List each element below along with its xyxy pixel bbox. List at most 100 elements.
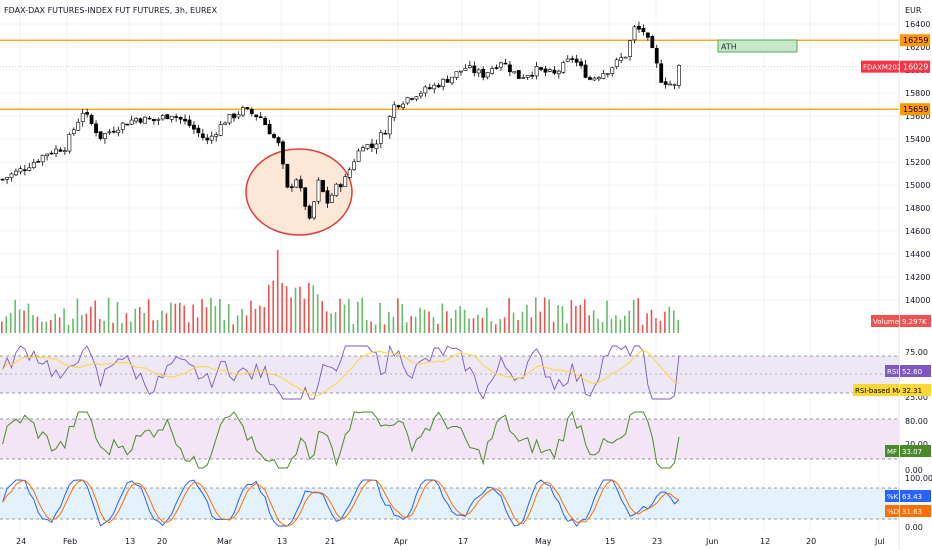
candle-body (637, 26, 641, 30)
volume-bar (472, 318, 475, 333)
volume-bar (357, 301, 359, 333)
candle-body (347, 169, 352, 178)
price-tick-label: 16400 (905, 20, 930, 29)
volume-bar (405, 322, 408, 333)
last-price-label: 16029 (903, 63, 928, 72)
volume-bar (521, 311, 524, 333)
candle-body (467, 65, 472, 68)
volume-bar (677, 319, 679, 333)
ath-box[interactable] (717, 39, 798, 53)
volume-bar (143, 312, 145, 333)
candle-body (472, 65, 477, 74)
candle-body (463, 67, 468, 71)
candle-body (22, 169, 27, 172)
volume-bar (419, 307, 421, 333)
volume-bar (281, 282, 283, 333)
candle-body (71, 129, 76, 134)
candle-body (200, 133, 205, 139)
pane-tick-label: 80.00 (905, 417, 928, 426)
price-tick-label: 15200 (905, 158, 930, 167)
candle-body (552, 69, 557, 74)
volume-bar (588, 315, 590, 333)
candle-body (267, 123, 272, 135)
candle-body (370, 143, 374, 148)
price-tick-label: 15800 (905, 89, 930, 98)
candle-body (289, 186, 294, 188)
volume-bar (575, 305, 577, 333)
stoch-k-value: 63.43 (902, 493, 922, 501)
volume-bar (210, 297, 212, 333)
volume-bar (294, 287, 297, 333)
candle-body (0, 178, 5, 181)
rsi-value-box (900, 365, 931, 377)
candle-body (218, 124, 223, 136)
volume-bar (165, 313, 168, 333)
price-tick-label: 15000 (905, 181, 930, 190)
candle-body (378, 132, 383, 144)
volume-bar (459, 306, 461, 333)
volume-bar (32, 315, 34, 333)
candle-body (116, 129, 121, 134)
time-tick-label: 17 (458, 537, 468, 546)
candle-body (165, 114, 170, 120)
volume-bars (1, 249, 679, 333)
volume-bar (432, 317, 435, 333)
price-tick-label: 14800 (905, 204, 930, 213)
candle-body (245, 107, 250, 110)
volume-bar (624, 315, 626, 333)
volume-bar (179, 302, 181, 333)
candle-body (410, 98, 414, 100)
volume-bar (392, 316, 395, 333)
candle-body (227, 114, 232, 124)
volume-bar (205, 307, 208, 333)
time-tick-label: Jul (874, 537, 885, 546)
candle-body (325, 190, 330, 204)
stoch-d-value: 31.63 (902, 508, 922, 516)
volume-bar (601, 322, 604, 333)
stoch-k-name: %K (887, 493, 899, 501)
volume-bar (308, 283, 310, 333)
candle-body (645, 32, 650, 38)
candle-body (303, 187, 308, 207)
time-tick-label: 23 (652, 537, 662, 546)
time-tick-label: Apr (394, 537, 409, 546)
volume-value: 9.297K (902, 318, 927, 326)
candle-body (31, 162, 36, 168)
highlight-ellipse (245, 148, 353, 236)
volume-bar (499, 319, 501, 333)
candle-body (94, 123, 98, 133)
candle-body (276, 137, 281, 144)
candle-body (459, 70, 463, 73)
candle-body (525, 75, 530, 78)
ath-annotation[interactable]: ATH (717, 39, 798, 53)
rsi-name: RSI (887, 368, 898, 376)
candle-body (445, 79, 450, 83)
mf-value: 33.07 (902, 448, 922, 456)
candle-body (427, 87, 432, 89)
candle-body (281, 141, 285, 165)
candle-body (548, 69, 552, 72)
volume-bar (646, 313, 648, 333)
candle-body (450, 76, 454, 84)
candle-body (619, 57, 624, 61)
symbol-label: FDAXM2023 (863, 64, 906, 72)
candle-body (111, 130, 116, 133)
volume-bar (103, 320, 105, 333)
candle-body (263, 117, 268, 126)
candle-body (614, 59, 619, 67)
candle-body (396, 105, 401, 108)
candle-body (232, 113, 236, 119)
candle-body (605, 73, 610, 75)
candle-body (503, 62, 508, 65)
volume-bar (592, 310, 595, 333)
volume-bar (90, 306, 92, 333)
candle-body (592, 77, 597, 81)
volume-bar (428, 311, 430, 333)
candle-body (507, 64, 512, 73)
time-axis[interactable]: 24 Feb 13 20 Mar 13 21 Apr 17 May 15 23 Jun 12 20 Jul (16, 537, 885, 546)
candle-body (534, 66, 539, 77)
indicator-panes (0, 355, 899, 520)
candle-body (623, 56, 628, 59)
volume-bar (664, 311, 666, 333)
